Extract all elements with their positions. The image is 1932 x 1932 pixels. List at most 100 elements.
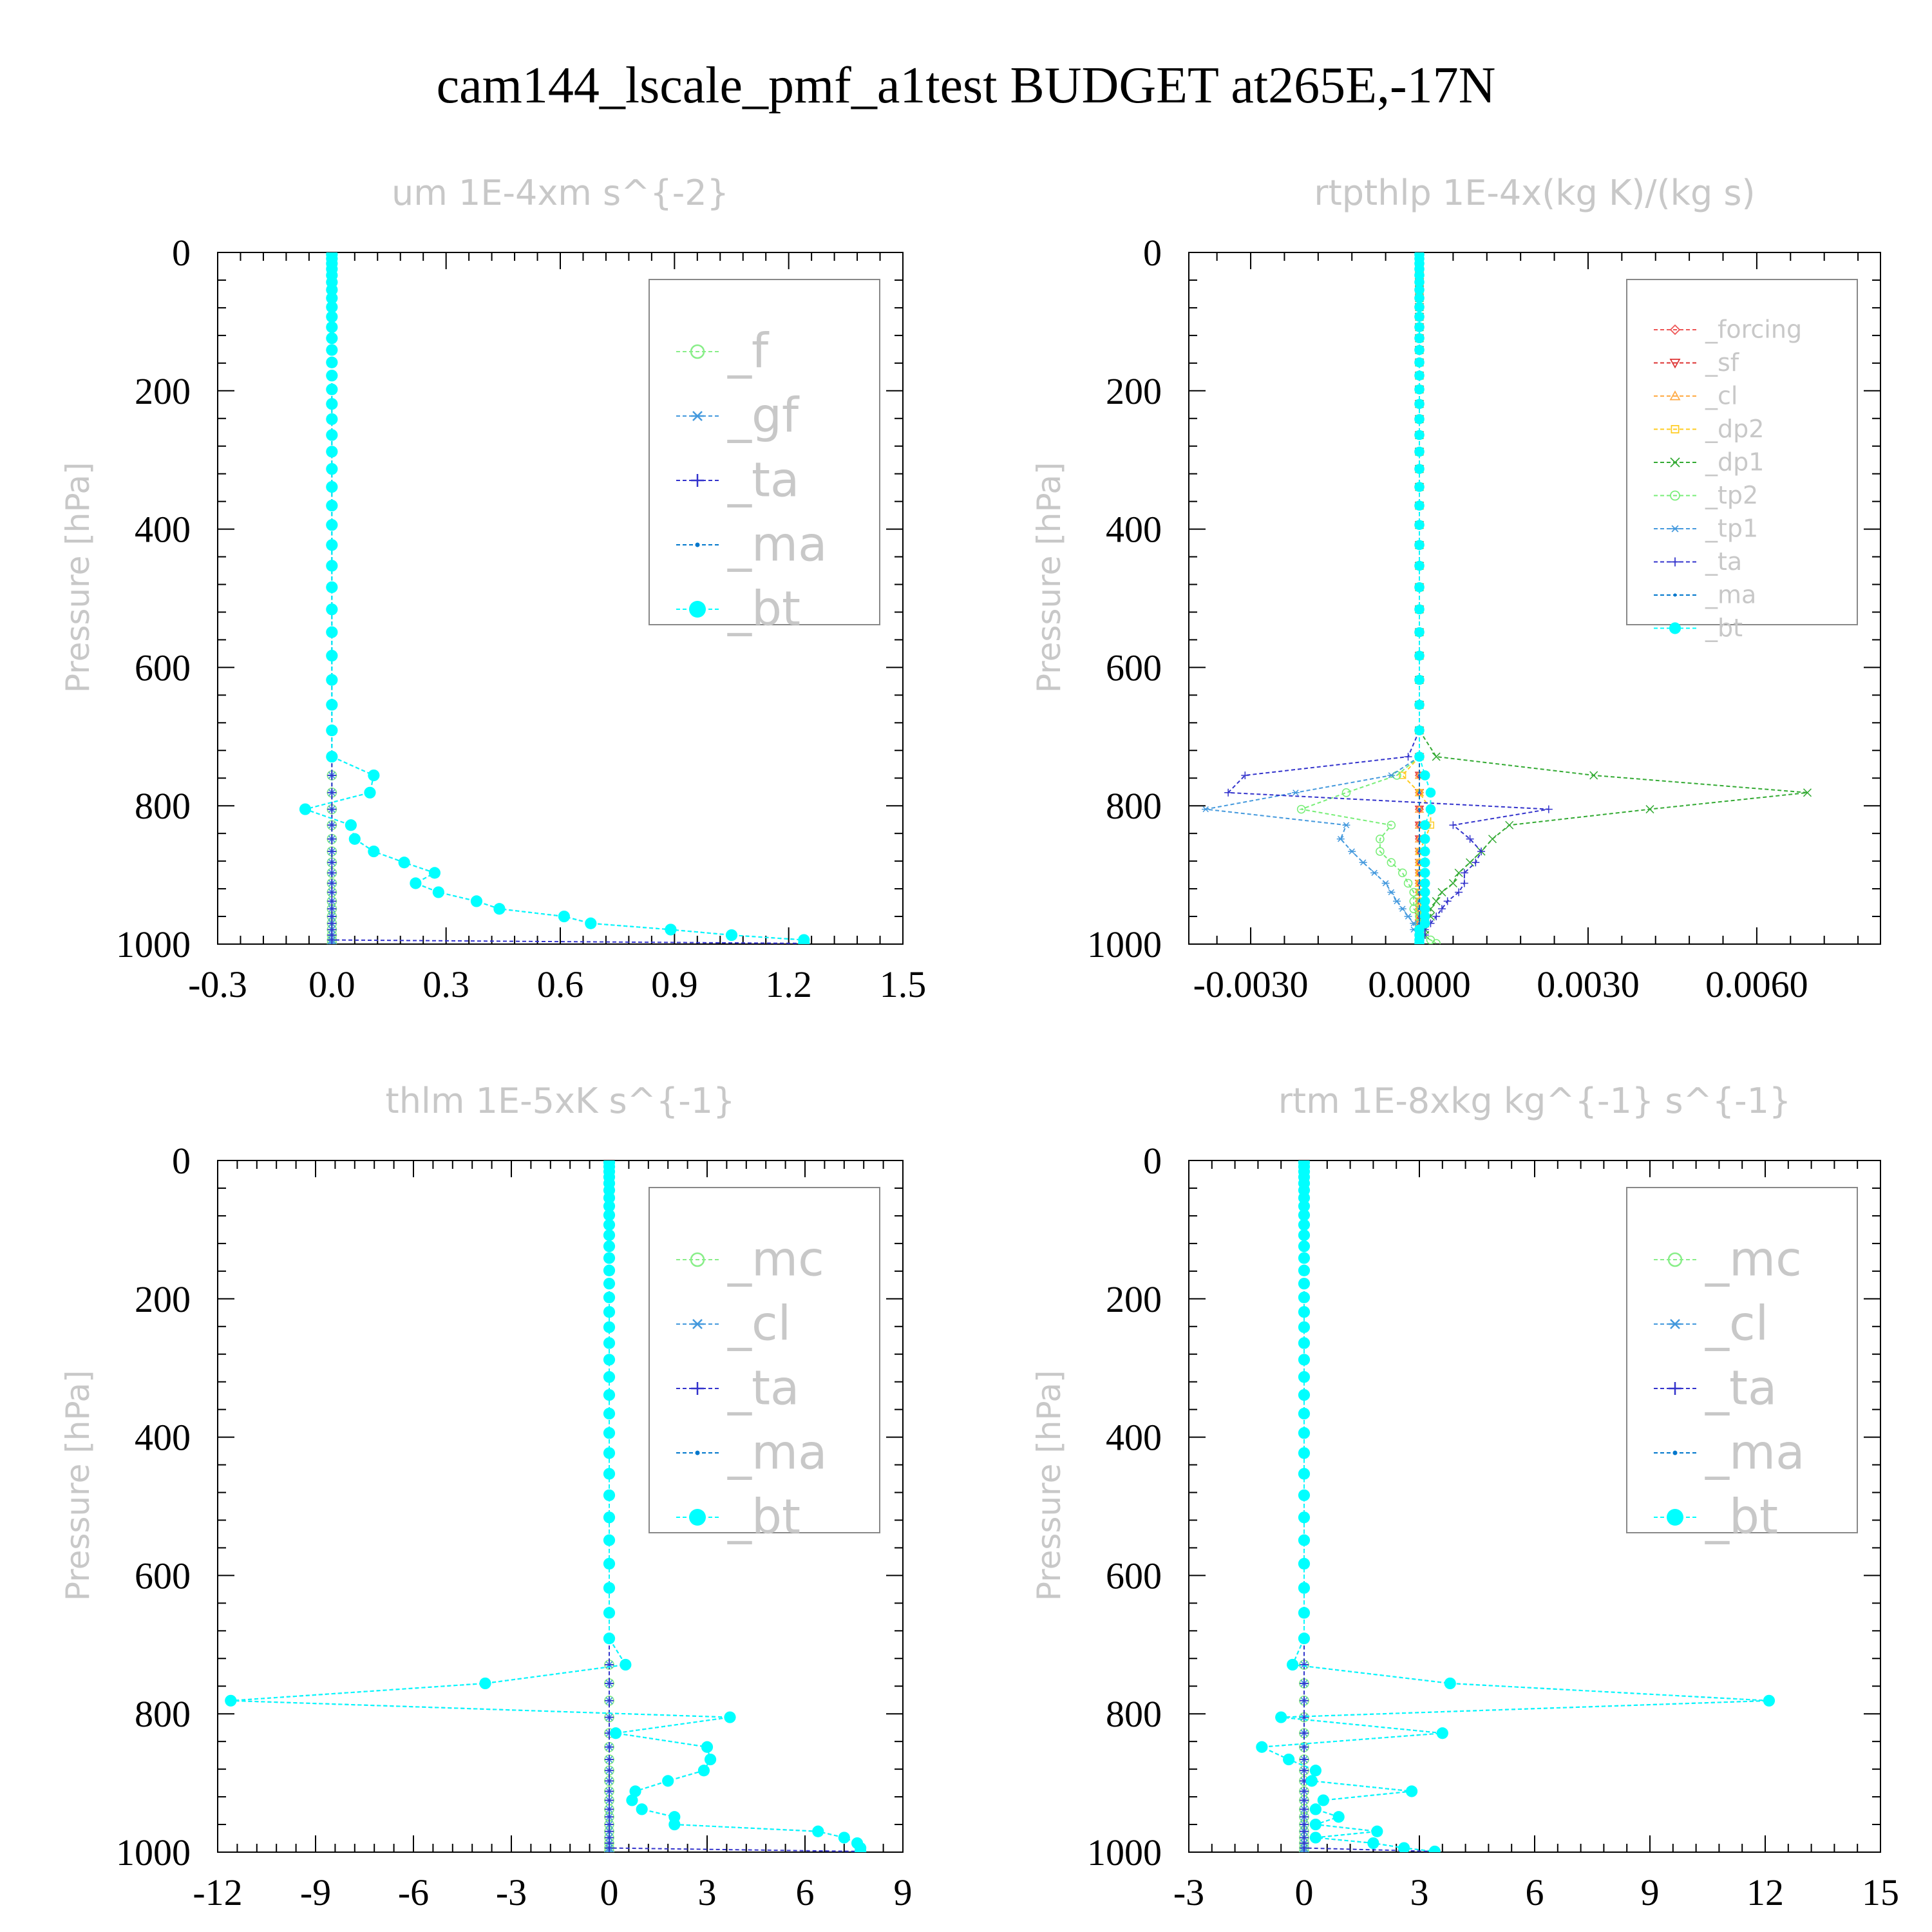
data-point [603,1209,616,1221]
data-point [1414,345,1425,355]
data-point [1309,1803,1321,1815]
legend-label: _mc [727,1231,824,1287]
data-point [1414,277,1425,287]
data-point [1419,833,1430,844]
legend-box [649,1187,880,1533]
plot-frame [217,1160,904,1853]
data-point [1414,500,1425,511]
data-point [327,847,337,857]
data-point [326,674,338,686]
data-point [605,1812,614,1822]
y-tick-label: 1000 [1087,923,1162,965]
data-point [1298,1447,1311,1459]
legend-marker [690,344,705,359]
legend: _forcing _sf _cl _dp2 _dp1 _tp2 _tp1 _ta _ma _bt [1626,279,1858,642]
data-point [603,1511,616,1524]
data-point [327,820,337,830]
data-point [1414,293,1425,303]
data-point [1300,1728,1309,1738]
data-point [1414,302,1425,312]
plot-area [299,252,810,944]
plot-area [1202,252,1812,944]
x-tick-label: -9 [300,1871,331,1913]
data-point [725,929,738,942]
x-tick-label: 9 [1641,1871,1660,1913]
data-point [1399,772,1406,779]
data-point [326,292,338,304]
data-point [603,1607,616,1619]
data-point [348,833,361,845]
legend-marker [695,542,700,547]
chart-panel-1: um 1E-4xm s^{-2} Pressure [hPa] -0.3 0.0 0.3… [59,173,926,1005]
x-tick-label: 3 [1410,1871,1429,1913]
data-point [1425,787,1436,798]
data-point [1298,1468,1311,1480]
data-point [326,626,338,638]
panel-title: um 1E-4xm s^{-2} [392,173,729,213]
data-point [605,1696,614,1705]
data-point [603,1337,616,1349]
legend-label: _bt [727,581,800,636]
data-point [1342,822,1350,829]
legend-box [649,279,880,625]
data-point [603,1191,616,1204]
data-point [605,1776,614,1786]
data-point [428,867,441,879]
data-point [1410,920,1418,927]
legend-label: _dp1 [1705,448,1764,477]
data-point [603,1240,616,1253]
legend-marker [1669,359,1681,369]
data-point [398,857,410,869]
x-tick-label: 0.0060 [1705,963,1808,1005]
data-point [1414,674,1425,685]
data-point [1472,858,1480,867]
data-point [605,1660,614,1669]
legend-label: _cl [727,1296,791,1351]
data-point [326,446,338,458]
legend-marker [690,1252,705,1267]
data-point [1298,1264,1311,1276]
data-point [1432,913,1441,921]
data-point [327,858,337,867]
y-tick-label: 200 [135,1278,191,1320]
data-point [327,935,337,944]
legend-marker [1672,1450,1678,1455]
data-point [1300,1678,1309,1688]
legend-marker [1670,490,1680,501]
data-point [1403,878,1413,888]
data-point [603,1558,616,1570]
data-point [326,310,338,323]
data-point [668,1818,681,1831]
x-tick-label: 6 [1526,1871,1544,1913]
data-point [326,344,338,356]
data-point [1414,464,1425,474]
panel-title: rtm 1E-8xkg kg^{-1} s^{-1} [1278,1081,1792,1121]
data-point [1298,1200,1311,1212]
data-point [1317,1794,1329,1806]
data-point [1432,939,1441,944]
data-point [1803,788,1812,797]
data-point [605,1742,614,1752]
y-tick-label: 800 [135,785,191,827]
panel-title: thlm 1E-5xK s^{-1} [386,1081,735,1121]
data-point [1298,1558,1311,1570]
data-point [1414,430,1425,440]
data-point [327,878,337,888]
data-point [1309,1832,1321,1844]
data-point [1298,1278,1311,1290]
legend-marker [691,1319,704,1329]
data-point [1645,805,1654,814]
data-point [1444,1677,1456,1690]
legend-label: _tp2 [1705,481,1758,509]
plot-frame [1188,252,1881,945]
data-point [1414,370,1425,381]
data-point [1398,905,1406,912]
legend-label: _bt [727,1489,800,1544]
data-point [1371,1825,1383,1837]
data-point [1256,1741,1268,1753]
y-tick-label: 800 [1106,785,1162,827]
data-point [1419,857,1430,868]
legend-label: _f [727,323,770,379]
data-point [1414,582,1425,592]
data-point [1387,820,1396,830]
